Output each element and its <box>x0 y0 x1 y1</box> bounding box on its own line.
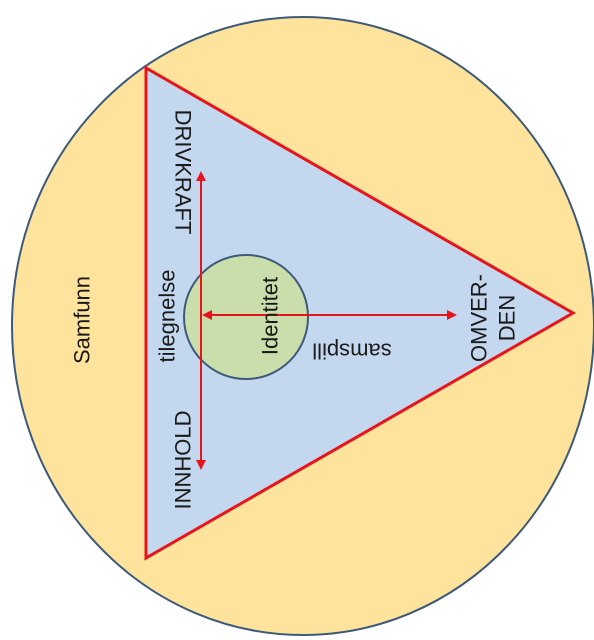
drivkraft-label: DRIVKRAFT <box>171 110 196 235</box>
identity-circle <box>183 254 309 380</box>
main-triangle <box>144 65 577 561</box>
tilegnelse-label: tilegnelse <box>155 270 180 363</box>
innhold-label: INNHOLD <box>171 410 196 509</box>
samfunn-label: Samfunn <box>70 276 95 364</box>
omverden-label-line2: DEN <box>495 295 520 341</box>
samspill-label: samspill <box>312 339 391 364</box>
identitet-label: Identitet <box>258 277 283 355</box>
omverden-label-line1: OMVER- <box>467 274 492 362</box>
